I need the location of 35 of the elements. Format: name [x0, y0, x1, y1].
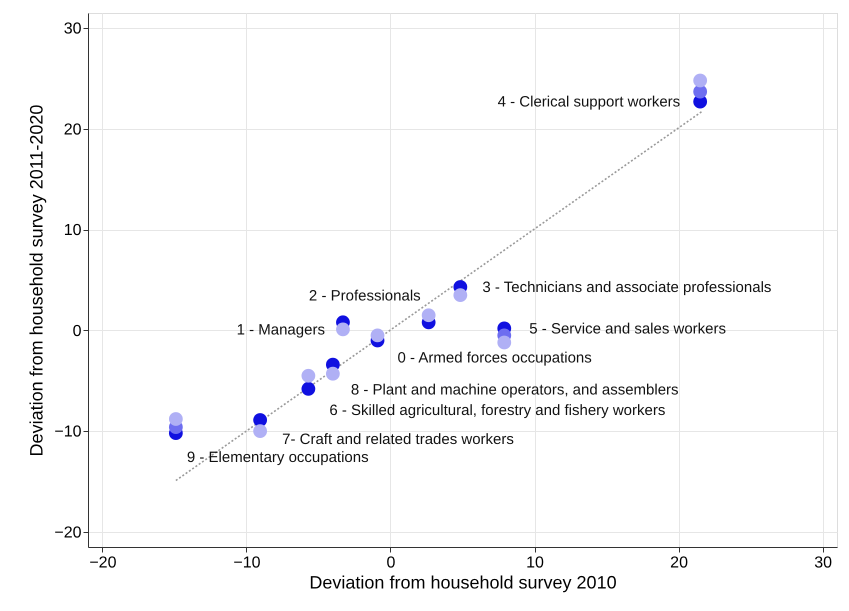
annotation: 5 - Service and sales workers — [529, 320, 726, 338]
y-axis-title: Deviation from household survey 2011-2020 — [26, 104, 46, 456]
annotation: 9 - Elementary occupations — [186, 449, 369, 466]
y-tick-label: 20 — [64, 121, 82, 138]
y-tick-label: −20 — [54, 524, 82, 542]
point — [168, 412, 183, 426]
point — [336, 322, 350, 336]
x-axis-title: Deviation from household survey 2010 — [309, 572, 617, 592]
y-tick-label: 10 — [64, 222, 82, 240]
y-tick-label: 30 — [64, 20, 82, 38]
annotation: 6 - Skilled agricultural, forestry and fishery workers — [329, 402, 666, 419]
point — [301, 382, 316, 396]
x-tick-label: 0 — [386, 554, 396, 572]
annotation: 1 - Managers — [236, 321, 325, 338]
annotation: 4 - Clerical support workers — [498, 94, 680, 111]
point — [253, 424, 268, 438]
annotation: 7- Craft and related trades workers — [282, 431, 514, 448]
x-tick-label: 10 — [526, 554, 544, 572]
point — [370, 328, 384, 342]
y-tick-label: 0 — [72, 322, 82, 340]
annotation: 0 - Armed forces occupations — [398, 349, 592, 366]
annotation: 2 - Professionals — [308, 287, 421, 304]
point — [497, 336, 512, 350]
annotation: 8 - Plant and machine operators, and assemblers — [350, 382, 679, 399]
point — [693, 74, 708, 88]
y-tick-label: −10 — [54, 424, 82, 441]
point — [301, 368, 316, 383]
x-tick-label: −10 — [233, 554, 261, 572]
annotation: 3 - Technicians and associate professionals — [482, 279, 772, 296]
point — [326, 366, 340, 381]
x-tick-label: −20 — [89, 554, 117, 572]
point — [453, 288, 468, 302]
x-tick-label: 20 — [670, 554, 688, 572]
point — [422, 308, 436, 322]
x-tick-label: 30 — [814, 554, 832, 572]
